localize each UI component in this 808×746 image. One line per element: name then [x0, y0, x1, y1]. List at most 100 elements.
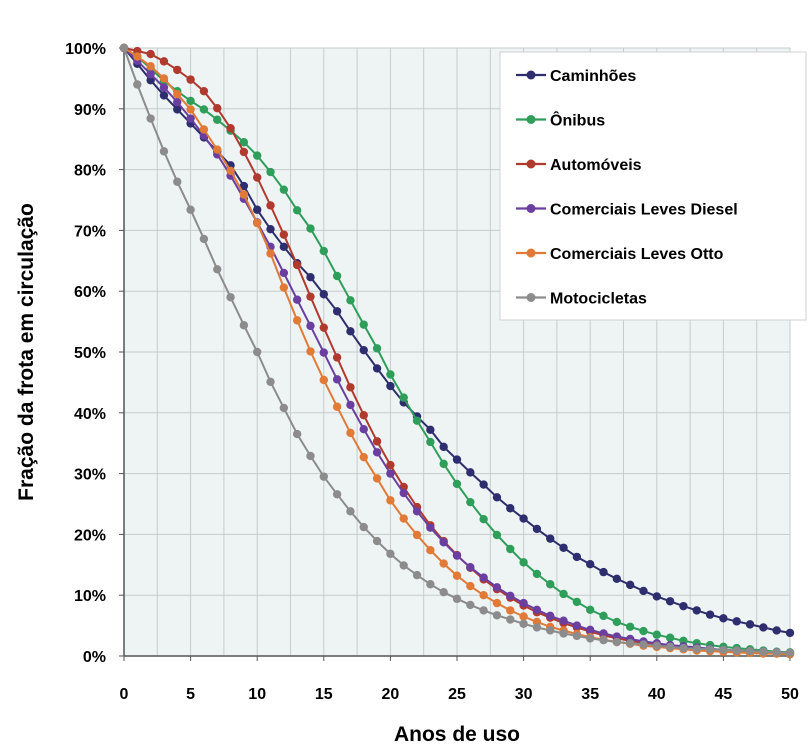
data-point: [239, 190, 249, 199]
x-tick-labels: 0 5 10 15 20 25 30 35 40 45 50: [120, 686, 799, 703]
data-point: [279, 403, 289, 413]
data-point: [146, 114, 155, 123]
data-point: [159, 83, 169, 92]
x-tick-label: 5: [186, 686, 195, 703]
data-point: [146, 76, 155, 85]
data-point: [532, 569, 542, 579]
x-tick-label: 0: [120, 686, 129, 703]
data-point: [292, 206, 302, 215]
data-point: [186, 114, 195, 123]
data-point: [426, 546, 435, 555]
data-point: [173, 177, 182, 186]
data-point: [372, 536, 382, 546]
data-point: [426, 437, 435, 447]
y-tick-label: 80%: [74, 163, 106, 180]
data-point: [186, 96, 195, 106]
data-point: [705, 645, 715, 654]
data-point: [665, 597, 675, 606]
data-point: [546, 580, 555, 589]
data-point: [146, 69, 155, 79]
data-point: [226, 124, 235, 133]
legend-marker: [526, 293, 536, 302]
data-point: [492, 583, 502, 592]
legend-item: Motocicletas: [516, 291, 647, 308]
data-point: [253, 347, 262, 357]
legend-item: Comerciais Leves Otto: [516, 246, 724, 263]
data-point: [506, 615, 515, 624]
data-point: [226, 293, 235, 302]
data-point: [306, 224, 315, 233]
data-point: [253, 151, 262, 160]
data-point: [279, 230, 289, 239]
data-point: [492, 598, 502, 608]
data-point: [665, 633, 675, 642]
data-point: [466, 563, 475, 572]
data-point: [479, 606, 488, 615]
data-point: [466, 581, 475, 591]
data-point: [266, 167, 275, 177]
data-point: [519, 619, 528, 628]
data-point: [772, 626, 781, 635]
data-point: [492, 611, 502, 620]
data-point: [785, 628, 795, 638]
series-6: [119, 43, 795, 658]
data-point: [359, 345, 368, 355]
data-point: [532, 623, 542, 632]
data-point: [692, 606, 701, 615]
data-point: [173, 97, 182, 107]
data-point: [213, 103, 222, 113]
legend-label: Comerciais Leves Otto: [550, 246, 724, 263]
data-point: [266, 377, 275, 386]
data-point: [559, 543, 568, 552]
legend-marker: [526, 204, 536, 213]
legend: Caminhões Ônibus Automóveis Comerciais Leve…: [499, 51, 807, 321]
data-point: [239, 321, 249, 330]
y-tick-labels: 0% 10% 20% 30% 40% 50% 60% 70% 80% 90% 100%: [65, 41, 106, 666]
data-point: [159, 147, 169, 156]
data-point: [772, 648, 781, 657]
data-point: [199, 125, 209, 134]
data-point: [279, 283, 289, 292]
data-point: [546, 626, 555, 635]
data-point: [386, 469, 395, 478]
data-point: [586, 559, 595, 569]
data-point: [306, 292, 315, 301]
data-point: [173, 105, 182, 114]
x-tick-label: 15: [315, 686, 333, 703]
data-point: [133, 52, 142, 61]
data-point: [426, 425, 435, 435]
data-point: [479, 573, 488, 582]
data-point: [719, 645, 728, 655]
data-point: [319, 323, 328, 332]
data-point: [372, 437, 382, 446]
data-point: [546, 534, 555, 543]
data-point: [532, 605, 542, 614]
data-point: [479, 480, 488, 489]
data-point: [492, 530, 502, 540]
legend-item: Caminhões: [516, 68, 636, 85]
data-point: [306, 321, 315, 331]
data-point: [652, 592, 661, 601]
data-point: [186, 75, 195, 84]
data-point: [519, 558, 528, 567]
x-tick-label: 35: [581, 686, 599, 703]
data-point: [346, 428, 355, 438]
y-tick-label: 40%: [74, 406, 106, 423]
data-point: [745, 646, 755, 656]
data-point: [213, 145, 222, 154]
x-tick-label: 40: [648, 686, 666, 703]
data-point: [599, 611, 608, 621]
data-point: [785, 648, 795, 658]
data-point: [386, 370, 395, 379]
y-tick-label: 10%: [74, 588, 106, 605]
data-point: [319, 375, 328, 385]
data-point: [266, 249, 275, 258]
data-point: [479, 515, 488, 524]
data-point: [159, 57, 169, 66]
data-point: [572, 631, 582, 641]
legend-item: Ônibus: [516, 111, 605, 130]
data-point: [386, 381, 395, 391]
data-point: [359, 320, 368, 329]
data-point: [492, 493, 502, 502]
data-point: [239, 138, 249, 147]
